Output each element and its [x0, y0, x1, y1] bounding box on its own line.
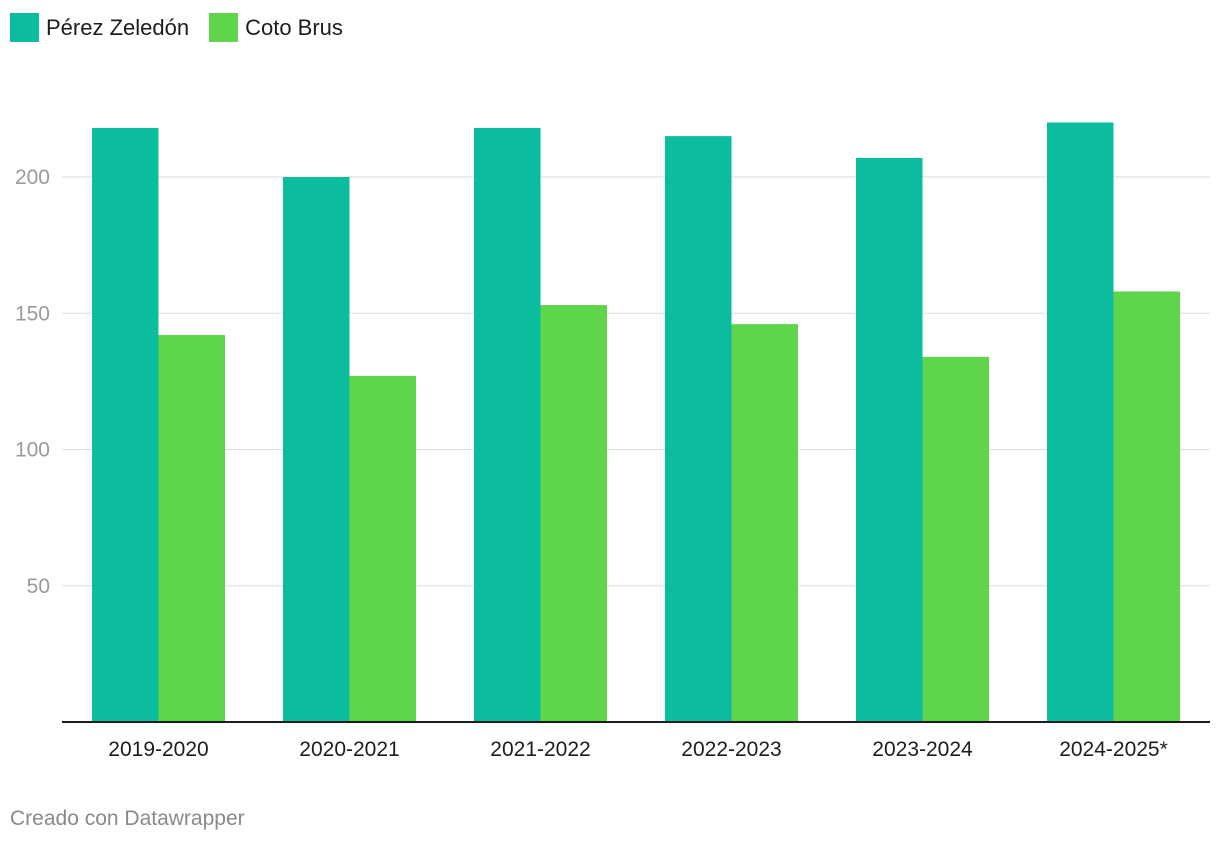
bar-coto-brus-2019-2020 [158, 335, 225, 722]
bar-coto-brus-2020-2021 [349, 375, 416, 722]
bar-perez-zeledon-2019-2020 [92, 127, 159, 722]
y-tick-label-100: 100 [15, 439, 50, 462]
x-tick-label-2019-2020: 2019-2020 [108, 738, 208, 761]
legend-label-perez-zeledon: Pérez Zeledón [46, 14, 190, 40]
y-tick-label-150: 150 [15, 302, 50, 325]
footer-credit: Creado con Datawrapper [10, 807, 245, 830]
bar-perez-zeledon-2022-2023 [665, 136, 732, 722]
chart-legend: Pérez Zeledón Coto Brus [10, 13, 363, 42]
x-tick-label-2024-2025: 2024-2025* [1059, 738, 1168, 761]
bar-perez-zeledon-2023-2024 [856, 157, 923, 723]
bar-coto-brus-2021-2022 [540, 305, 607, 722]
x-tick-label-2021-2022: 2021-2022 [490, 738, 590, 761]
legend-swatch-coto-brus [209, 13, 239, 42]
x-tick-label-2023-2024: 2023-2024 [872, 738, 973, 761]
y-tick-label-200: 200 [15, 166, 50, 189]
bar-coto-brus-2023-2024 [922, 356, 989, 722]
bar-coto-brus-2024-2025 [1113, 291, 1180, 722]
x-tick-label-2020-2021: 2020-2021 [299, 738, 399, 761]
bar-perez-zeledon-2020-2021 [283, 177, 350, 722]
y-tick-label-50: 50 [27, 575, 50, 598]
legend-item-coto-brus: Coto Brus [209, 13, 343, 42]
bar-perez-zeledon-2024-2025 [1047, 122, 1114, 722]
bar-coto-brus-2022-2023 [731, 324, 798, 722]
legend-item-perez-zeledon: Pérez Zeledón [10, 13, 189, 42]
legend-label-coto-brus: Coto Brus [245, 14, 343, 40]
x-tick-label-2022-2023: 2022-2023 [681, 738, 781, 761]
legend-swatch-perez-zeledon [10, 13, 39, 42]
bar-perez-zeledon-2021-2022 [474, 127, 541, 722]
